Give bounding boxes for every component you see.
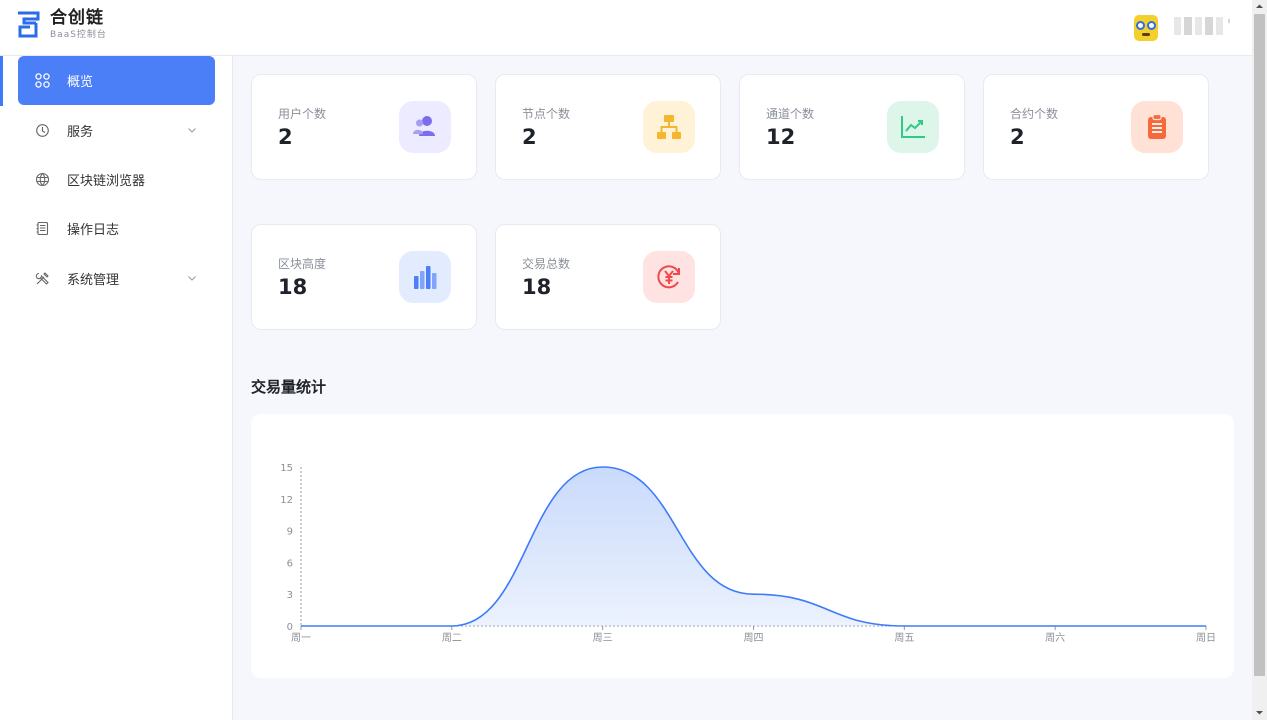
network-node-icon: [643, 101, 695, 153]
stat-label: 交易总数: [522, 257, 571, 271]
stat-value: 12: [766, 125, 796, 149]
scroll-thumb[interactable]: [1254, 14, 1265, 676]
avatar-icon[interactable]: [1134, 15, 1158, 41]
stat-label: 通道个数: [766, 107, 815, 121]
active-indicator: [0, 56, 3, 106]
stat-value: 2: [278, 125, 293, 149]
dashboard-grid-icon: [34, 73, 50, 89]
x-tick-label: 周二: [442, 632, 462, 644]
sidebar-item-label: 概览: [67, 75, 94, 90]
stat-card-block-height[interactable]: 区块高度 18: [251, 224, 477, 330]
area-chart: 0 3 6 9 12 15 周一 周二 周三 周四 周五 周六 周日: [280, 463, 1216, 644]
stat-label: 区块高度: [278, 257, 327, 271]
log-book-icon: [34, 221, 50, 237]
stat-value: 2: [1010, 125, 1025, 149]
y-tick-label: 6: [287, 558, 293, 569]
x-tick-label: 周一: [291, 632, 311, 644]
stat-card-users[interactable]: 用户个数 2: [251, 74, 477, 180]
brand-logo[interactable]: 合创链 BaaS控制台: [16, 10, 107, 40]
sidebar-item-explorer[interactable]: 区块链浏览器: [18, 155, 215, 204]
sidebar: 概览 服务 区块链浏览器 操作日志 系: [0, 56, 233, 720]
service-icon: [34, 123, 50, 139]
sidebar-item-system[interactable]: 系统管理: [18, 254, 215, 303]
chevron-down-icon: [188, 128, 196, 133]
x-tick-label: 周三: [593, 632, 613, 644]
tools-icon: [34, 271, 50, 287]
x-tick-label: 周五: [894, 632, 914, 644]
stat-label: 节点个数: [522, 107, 571, 121]
transaction-volume-chart: 0 3 6 9 12 15 周一 周二 周三 周四 周五 周六 周日: [251, 414, 1234, 678]
line-chart-icon: [887, 101, 939, 153]
sidebar-item-overview[interactable]: 概览: [18, 56, 215, 105]
y-tick-label: 12: [280, 495, 293, 506]
sidebar-item-label: 操作日志: [67, 223, 120, 238]
vertical-scrollbar[interactable]: [1252, 0, 1267, 720]
y-tick-label: 9: [287, 527, 293, 538]
brand-subtitle: BaaS控制台: [50, 30, 107, 40]
y-tick-label: 3: [287, 590, 293, 601]
stat-card-transactions[interactable]: 交易总数 18: [495, 224, 721, 330]
stat-label: 用户个数: [278, 107, 327, 121]
x-tick-label: 周六: [1045, 632, 1065, 644]
series-line: [301, 466, 1206, 627]
top-header: 合创链 BaaS控制台: [0, 0, 1252, 56]
sidebar-item-label: 服务: [67, 125, 94, 140]
scroll-down-icon[interactable]: [1255, 708, 1264, 717]
stat-card-contracts[interactable]: 合约个数 2: [983, 74, 1209, 180]
sidebar-item-service[interactable]: 服务: [18, 106, 215, 155]
y-tick-label: 15: [280, 463, 293, 474]
globe-icon: [34, 172, 50, 188]
main-content: 用户个数 2 节点个数 2 通道个数 12: [233, 56, 1252, 720]
sidebar-item-logs[interactable]: 操作日志: [18, 204, 215, 253]
x-tick-label: 周四: [744, 632, 764, 644]
sidebar-item-label: 系统管理: [67, 273, 120, 288]
series-area: [301, 467, 1206, 626]
bar-stack-icon: [399, 251, 451, 303]
sidebar-item-label: 区块链浏览器: [67, 174, 146, 189]
logo-mark-icon: [18, 11, 40, 38]
chevron-down-icon: [188, 276, 196, 281]
username-redacted[interactable]: [1174, 14, 1230, 38]
stat-value: 2: [522, 125, 537, 149]
chart-section-title: 交易量统计: [251, 378, 327, 396]
stat-value: 18: [522, 275, 552, 299]
x-tick-label: 周日: [1196, 632, 1216, 644]
y-tick-label: 0: [287, 622, 293, 633]
stat-label: 合约个数: [1010, 107, 1059, 121]
users-icon: [399, 101, 451, 153]
stat-card-nodes[interactable]: 节点个数 2: [495, 74, 721, 180]
stat-value: 18: [278, 275, 308, 299]
stat-card-channels[interactable]: 通道个数 12: [739, 74, 965, 180]
scroll-up-icon[interactable]: [1255, 2, 1264, 11]
clipboard-icon: [1131, 101, 1183, 153]
yen-refresh-icon: [643, 251, 695, 303]
brand-title: 合创链: [50, 8, 104, 28]
